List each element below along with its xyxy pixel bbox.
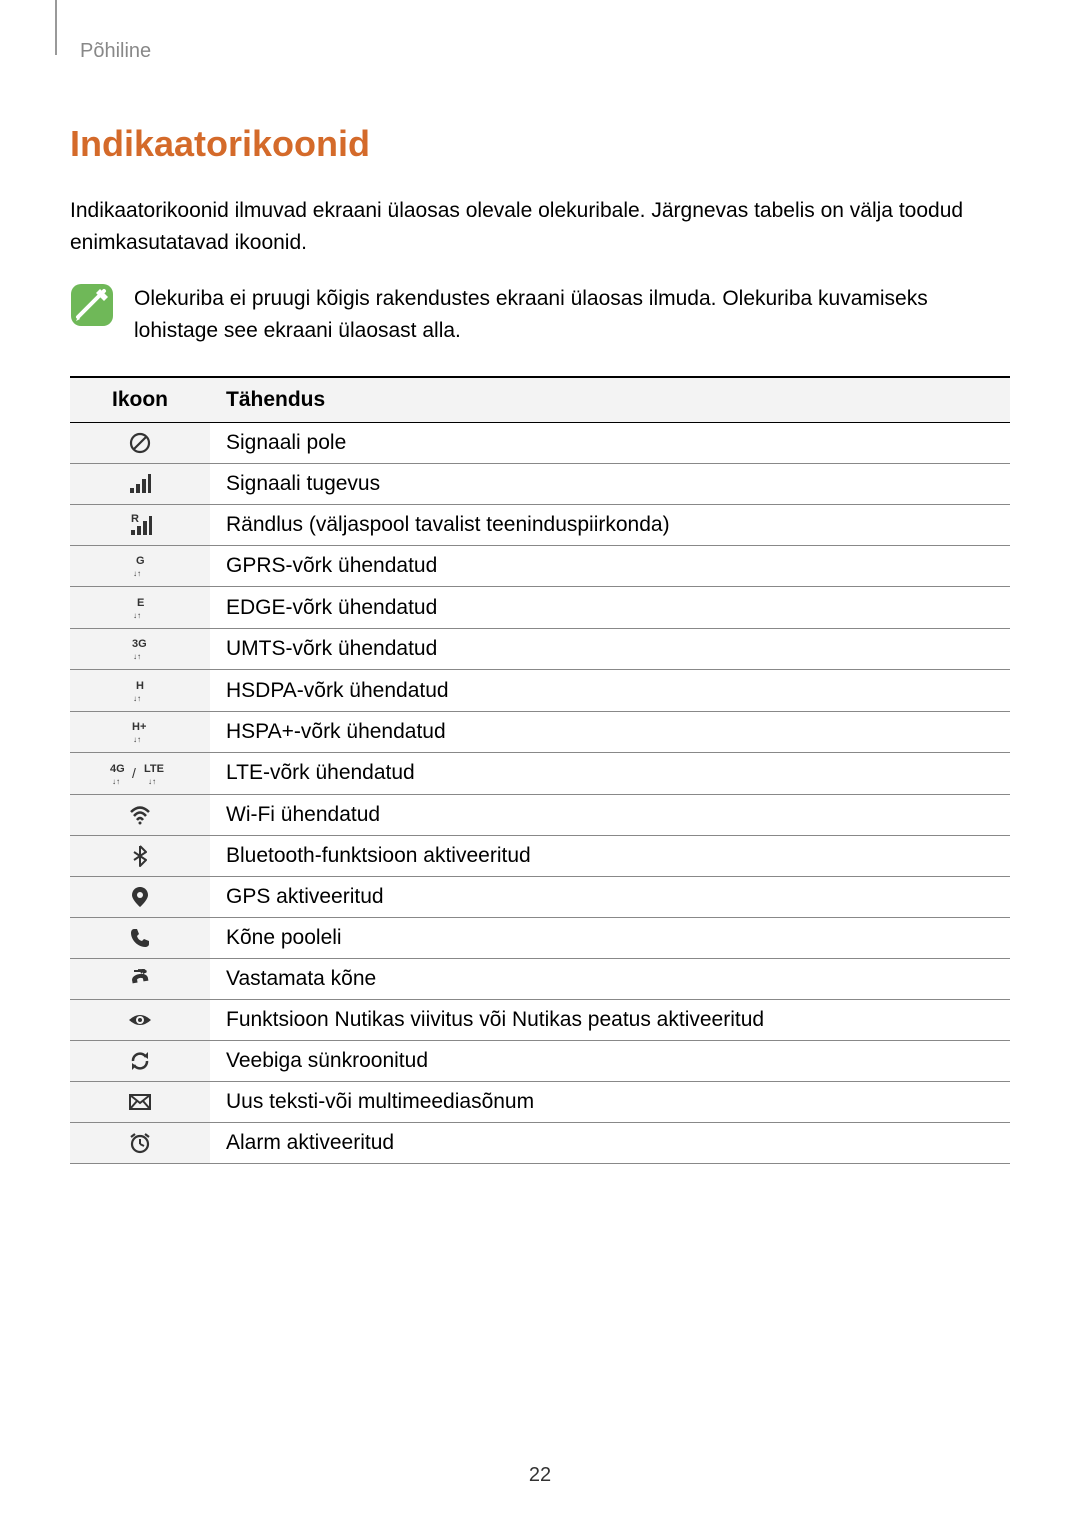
table-row: Wi-Fi ühendatud: [70, 794, 1010, 835]
table-row: Kõne pooleli: [70, 917, 1010, 958]
table-header-meaning: Tähendus: [210, 377, 1010, 423]
message-icon: [70, 1081, 210, 1122]
icon-table: Ikoon Tähendus Signaali poleSignaali tug…: [70, 376, 1010, 1164]
gprs-icon: G ↓↑: [70, 546, 210, 587]
svg-text:↓↑: ↓↑: [133, 569, 141, 578]
svg-text:3G: 3G: [132, 638, 147, 650]
svg-text:↓↑: ↓↑: [133, 694, 141, 703]
bluetooth-icon: [70, 835, 210, 876]
note-icon: [70, 283, 114, 332]
svg-text:LTE: LTE: [144, 763, 164, 775]
svg-text:E: E: [137, 597, 144, 609]
icon-meaning: Veebiga sünkroonitud: [210, 1040, 1010, 1081]
sync-icon: [70, 1040, 210, 1081]
table-row: Bluetooth-funktsioon aktiveeritud: [70, 835, 1010, 876]
svg-text:H+: H+: [132, 721, 146, 733]
table-row: E ↓↑ EDGE-võrk ühendatud: [70, 587, 1010, 628]
icon-meaning: Signaali tugevus: [210, 464, 1010, 505]
icon-meaning: Bluetooth-funktsioon aktiveeritud: [210, 835, 1010, 876]
table-row: Vastamata kõne: [70, 958, 1010, 999]
svg-text:↓↑: ↓↑: [133, 652, 141, 661]
svg-text:G: G: [136, 555, 145, 567]
wifi-icon: [70, 794, 210, 835]
table-row: R Rändlus (väljaspool tavalist teenindusp…: [70, 505, 1010, 546]
icon-meaning: Kõne pooleli: [210, 917, 1010, 958]
table-row: Signaali pole: [70, 423, 1010, 464]
signal-icon: [70, 464, 210, 505]
page-title: Indikaatorikoonid: [70, 123, 1010, 165]
svg-text:/: /: [132, 765, 136, 781]
gps-icon: [70, 876, 210, 917]
call-icon: [70, 917, 210, 958]
lte-icon: 4G ↓↑ / LTE ↓↑: [70, 753, 210, 794]
table-row: 4G ↓↑ / LTE ↓↑ LTE-võrk ühendatud: [70, 753, 1010, 794]
svg-text:R: R: [131, 514, 139, 525]
edge-icon: E ↓↑: [70, 587, 210, 628]
table-row: Signaali tugevus: [70, 464, 1010, 505]
icon-meaning: GPS aktiveeritud: [210, 876, 1010, 917]
note-block: Olekuriba ei pruugi kõigis rakendustes e…: [70, 283, 1010, 346]
icon-meaning: Alarm aktiveeritud: [210, 1122, 1010, 1163]
umts-icon: 3G ↓↑: [70, 628, 210, 669]
no-signal-icon: [70, 423, 210, 464]
svg-text:↓↑: ↓↑: [133, 735, 141, 744]
missed-call-icon: [70, 958, 210, 999]
note-text: Olekuriba ei pruugi kõigis rakendustes e…: [134, 283, 1010, 346]
icon-meaning: Wi-Fi ühendatud: [210, 794, 1010, 835]
table-row: G ↓↑ GPRS-võrk ühendatud: [70, 546, 1010, 587]
hsdpa-icon: H ↓↑: [70, 670, 210, 711]
icon-meaning: EDGE-võrk ühendatud: [210, 587, 1010, 628]
icon-meaning: Signaali pole: [210, 423, 1010, 464]
table-row: H ↓↑ HSDPA-võrk ühendatud: [70, 670, 1010, 711]
svg-text:↓↑: ↓↑: [148, 777, 156, 786]
breadcrumb: Põhiline: [80, 40, 1010, 63]
hspa-icon: H+ ↓↑: [70, 711, 210, 752]
icon-meaning: UMTS-võrk ühendatud: [210, 628, 1010, 669]
icon-meaning: HSDPA-võrk ühendatud: [210, 670, 1010, 711]
icon-meaning: Vastamata kõne: [210, 958, 1010, 999]
smart-stay-icon: [70, 999, 210, 1040]
icon-meaning: GPRS-võrk ühendatud: [210, 546, 1010, 587]
table-row: Veebiga sünkroonitud: [70, 1040, 1010, 1081]
table-header-icon: Ikoon: [70, 377, 210, 423]
svg-text:4G: 4G: [110, 763, 125, 775]
alarm-icon: [70, 1122, 210, 1163]
svg-text:↓↑: ↓↑: [112, 777, 120, 786]
svg-text:↓↑: ↓↑: [133, 611, 141, 620]
icon-meaning: LTE-võrk ühendatud: [210, 753, 1010, 794]
table-row: GPS aktiveeritud: [70, 876, 1010, 917]
table-row: 3G ↓↑ UMTS-võrk ühendatud: [70, 628, 1010, 669]
icon-meaning: HSPA+-võrk ühendatud: [210, 711, 1010, 752]
roaming-icon: R: [70, 505, 210, 546]
table-row: H+ ↓↑ HSPA+-võrk ühendatud: [70, 711, 1010, 752]
intro-text: Indikaatorikoonid ilmuvad ekraani ülaosa…: [70, 195, 1010, 258]
table-row: Uus teksti-või multimeediasõnum: [70, 1081, 1010, 1122]
icon-meaning: Funktsioon Nutikas viivitus või Nutikas …: [210, 999, 1010, 1040]
table-row: Alarm aktiveeritud: [70, 1122, 1010, 1163]
svg-text:H: H: [136, 680, 144, 692]
icon-meaning: Uus teksti-või multimeediasõnum: [210, 1081, 1010, 1122]
page-number: 22: [529, 1464, 551, 1487]
icon-meaning: Rändlus (väljaspool tavalist teeninduspi…: [210, 505, 1010, 546]
table-row: Funktsioon Nutikas viivitus või Nutikas …: [70, 999, 1010, 1040]
